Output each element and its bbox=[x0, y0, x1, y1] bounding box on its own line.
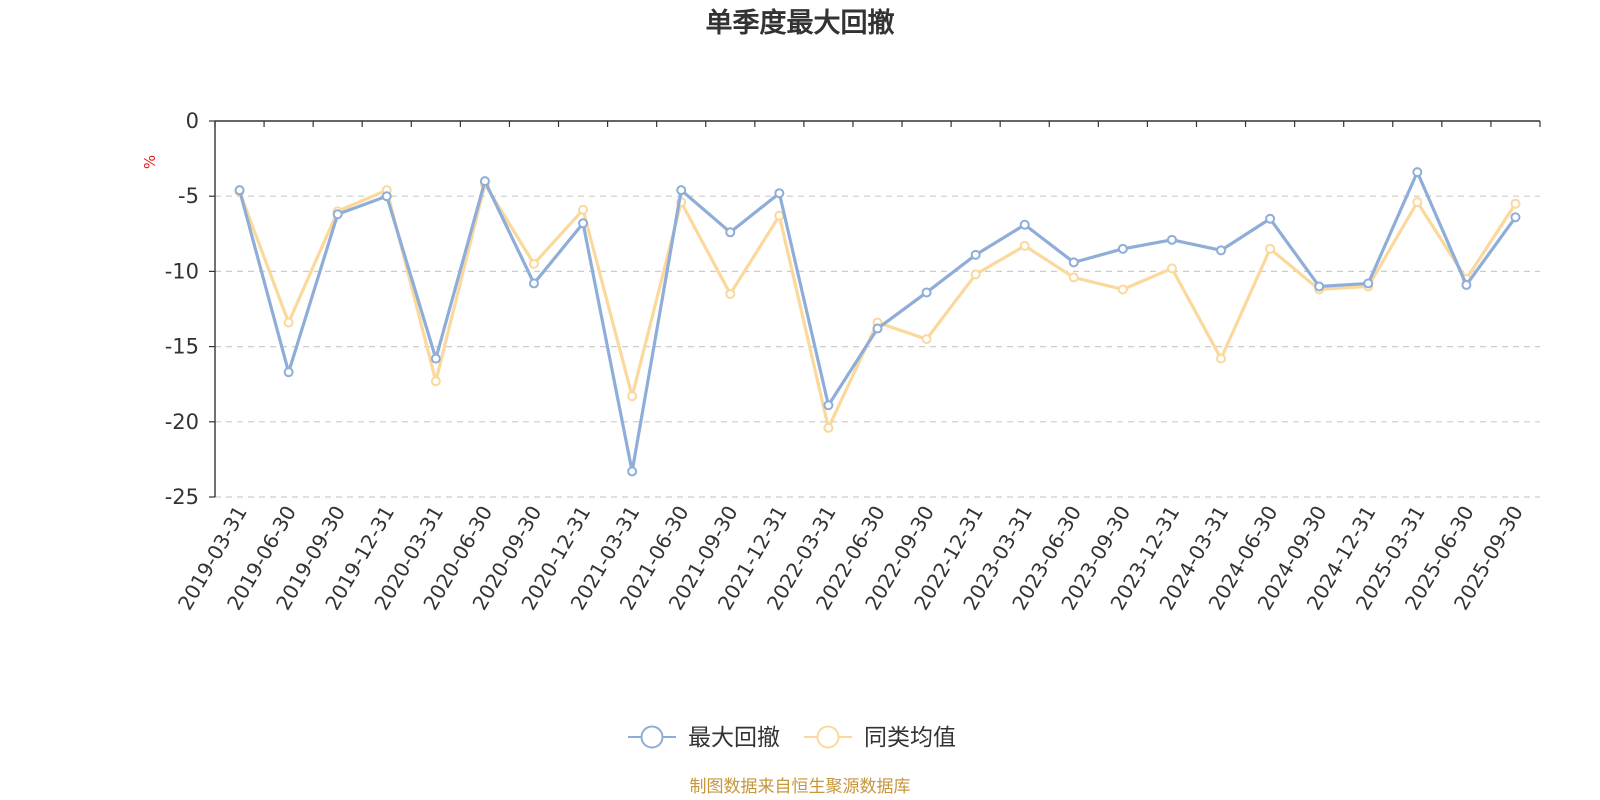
data-point[interactable] bbox=[430, 376, 441, 387]
data-point[interactable] bbox=[823, 422, 834, 433]
data-point[interactable] bbox=[1117, 243, 1128, 254]
legend-item-1[interactable]: 同类均值 bbox=[804, 725, 956, 751]
data-point[interactable] bbox=[1510, 212, 1521, 223]
legend-circle-icon bbox=[640, 725, 664, 749]
data-point[interactable] bbox=[1265, 243, 1276, 254]
data-point[interactable] bbox=[1314, 281, 1325, 292]
data-point[interactable] bbox=[283, 317, 294, 328]
data-point[interactable] bbox=[725, 227, 736, 238]
data-point[interactable] bbox=[1166, 234, 1177, 245]
axes bbox=[209, 120, 1541, 498]
data-point[interactable] bbox=[823, 400, 834, 411]
data-point[interactable] bbox=[970, 249, 981, 260]
x-tick-labels: 2019-03-312019-06-302019-09-302019-12-31… bbox=[173, 502, 1528, 615]
data-point[interactable] bbox=[528, 258, 539, 269]
data-point[interactable] bbox=[1363, 278, 1374, 289]
data-point[interactable] bbox=[332, 209, 343, 220]
legend-item-0[interactable]: 最大回撤 bbox=[628, 725, 780, 751]
legend-label: 最大回撤 bbox=[688, 725, 780, 751]
data-point[interactable] bbox=[430, 353, 441, 364]
data-point[interactable] bbox=[627, 466, 638, 477]
data-point[interactable] bbox=[1461, 279, 1472, 290]
data-point[interactable] bbox=[627, 391, 638, 402]
data-point[interactable] bbox=[1019, 240, 1030, 251]
data-point[interactable] bbox=[381, 191, 392, 202]
grid-lines bbox=[215, 195, 1540, 498]
data-point[interactable] bbox=[1216, 353, 1227, 364]
data-point[interactable] bbox=[234, 185, 245, 196]
legend-circle-icon bbox=[816, 725, 840, 749]
data-point[interactable] bbox=[970, 269, 981, 280]
data-point[interactable] bbox=[528, 278, 539, 289]
data-point[interactable] bbox=[1216, 245, 1227, 256]
data-point[interactable] bbox=[1166, 263, 1177, 274]
legend-label: 同类均值 bbox=[864, 725, 956, 751]
data-point[interactable] bbox=[921, 287, 932, 298]
y-tick-label: -15 bbox=[165, 335, 199, 359]
chart-title: 单季度最大回撤 bbox=[706, 7, 895, 39]
data-point[interactable] bbox=[725, 288, 736, 299]
data-point[interactable] bbox=[676, 185, 687, 196]
y-tick-label: -5 bbox=[178, 184, 199, 208]
data-point[interactable] bbox=[1265, 213, 1276, 224]
data-point[interactable] bbox=[1412, 167, 1423, 178]
data-point[interactable] bbox=[872, 323, 883, 334]
series-line-1 bbox=[238, 182, 1517, 430]
y-tick-labels: 0 -5 -10 -15 -20 -25 bbox=[165, 109, 199, 509]
y-tick-label: -20 bbox=[165, 410, 199, 434]
data-point[interactable] bbox=[921, 334, 932, 345]
y-tick-label: -25 bbox=[165, 485, 199, 509]
legend[interactable]: 最大回撤 同类均值 bbox=[628, 725, 956, 751]
data-point[interactable] bbox=[1068, 257, 1079, 268]
data-point[interactable] bbox=[578, 218, 589, 229]
data-point[interactable] bbox=[774, 210, 785, 221]
y-axis-unit-label: % bbox=[141, 155, 159, 169]
data-point[interactable] bbox=[774, 188, 785, 199]
data-point[interactable] bbox=[1412, 197, 1423, 208]
data-point[interactable] bbox=[1068, 272, 1079, 283]
data-point[interactable] bbox=[1510, 198, 1521, 209]
data-point[interactable] bbox=[283, 367, 294, 378]
y-tick-label: 0 bbox=[186, 109, 199, 133]
data-point[interactable] bbox=[1019, 219, 1030, 230]
data-source-note: 制图数据来自恒生聚源数据库 bbox=[690, 777, 911, 797]
data-point[interactable] bbox=[1117, 284, 1128, 295]
data-point[interactable] bbox=[578, 204, 589, 215]
y-tick-label: -10 bbox=[165, 259, 199, 283]
series-lines bbox=[234, 167, 1521, 477]
data-point[interactable] bbox=[479, 176, 490, 187]
